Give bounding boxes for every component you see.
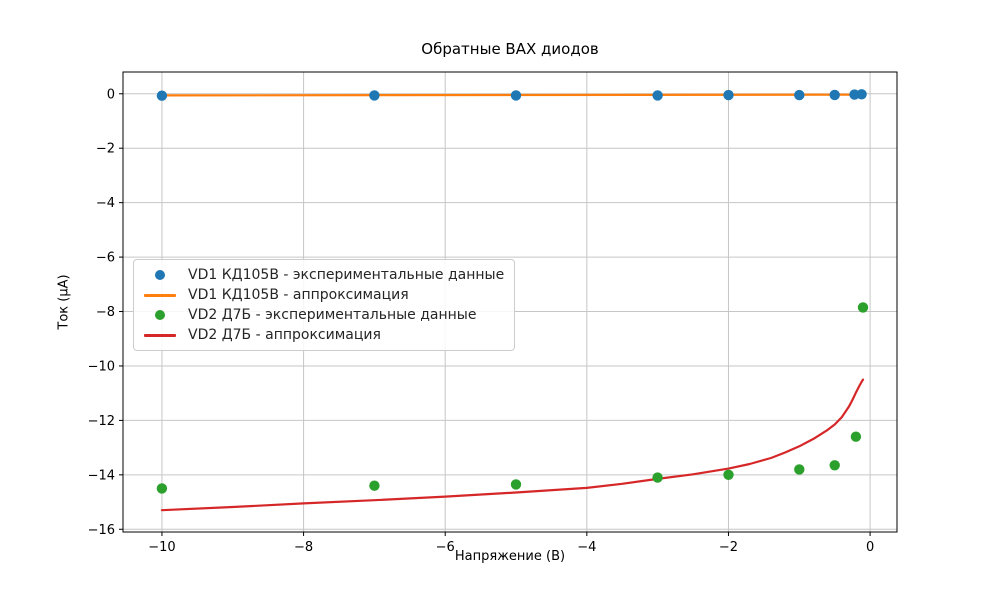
y-tick-label: −10 xyxy=(88,359,115,374)
x-tick-label: −6 xyxy=(436,540,455,555)
legend-label: VD2 Д7Б - аппроксимация xyxy=(188,327,381,343)
legend-marker xyxy=(144,333,176,337)
legend-label: VD1 КД105В - аппроксимация xyxy=(188,287,409,303)
y-tick-label: −2 xyxy=(96,142,115,157)
x-tick-label: −8 xyxy=(294,540,313,555)
data-point xyxy=(850,431,862,442)
plot-frame xyxy=(122,71,898,533)
legend-item-1: VD1 КД105В - аппроксимация xyxy=(142,286,504,304)
y-tick-label: −4 xyxy=(96,196,115,211)
fit-line xyxy=(160,378,865,512)
chart-title: Обратные ВАХ диодов xyxy=(421,40,599,58)
data-point xyxy=(369,90,380,101)
data-point xyxy=(829,89,840,101)
legend-label: VD2 Д7Б - экспериментальные данные xyxy=(188,307,477,323)
data-point xyxy=(794,464,805,475)
legend-item-0: VD1 КД105В - экспериментальные данные xyxy=(142,266,504,284)
legend-dot-marker-icon xyxy=(142,270,178,280)
y-axis-label: Ток (μА) xyxy=(56,274,72,330)
legend-line-marker-icon xyxy=(142,333,178,337)
y-tick-label: −8 xyxy=(96,305,115,320)
legend-line-marker-icon xyxy=(142,293,178,297)
x-axis-label: Напряжение (В) xyxy=(454,549,566,564)
legend: VD1 КД105В - экспериментальные данные VD1… xyxy=(133,259,516,351)
y-tick-label: −16 xyxy=(88,523,115,538)
data-point xyxy=(652,90,663,101)
data-point xyxy=(510,90,522,101)
legend-marker xyxy=(155,270,165,280)
y-tick-label: −12 xyxy=(88,414,115,429)
data-point xyxy=(156,90,168,101)
x-tick-label: 0 xyxy=(866,540,874,555)
y-tick-label: −14 xyxy=(88,468,115,483)
legend-item-2: VD2 Д7Б - экспериментальные данные xyxy=(142,306,504,324)
data-point xyxy=(652,472,663,483)
data-point xyxy=(369,480,380,491)
legend-label: VD1 КД105В - экспериментальные данные xyxy=(188,267,505,283)
data-point xyxy=(723,469,734,480)
y-tick-label: 0 xyxy=(107,87,115,102)
x-tick-label: −10 xyxy=(148,540,175,555)
data-point xyxy=(510,479,522,490)
y-tick-label: −6 xyxy=(96,251,115,266)
data-point xyxy=(723,89,734,101)
legend-dot-marker-icon xyxy=(142,310,178,320)
legend-marker xyxy=(144,293,176,297)
data-point xyxy=(794,89,805,101)
data-point xyxy=(156,483,168,494)
legend-item-3: VD2 Д7Б - аппроксимация xyxy=(142,326,504,344)
data-point xyxy=(857,302,869,313)
data-point xyxy=(829,460,840,471)
data-point xyxy=(856,89,867,100)
x-tick-label: −4 xyxy=(577,540,596,555)
x-tick-label: −2 xyxy=(719,540,738,555)
legend-marker xyxy=(155,310,165,320)
